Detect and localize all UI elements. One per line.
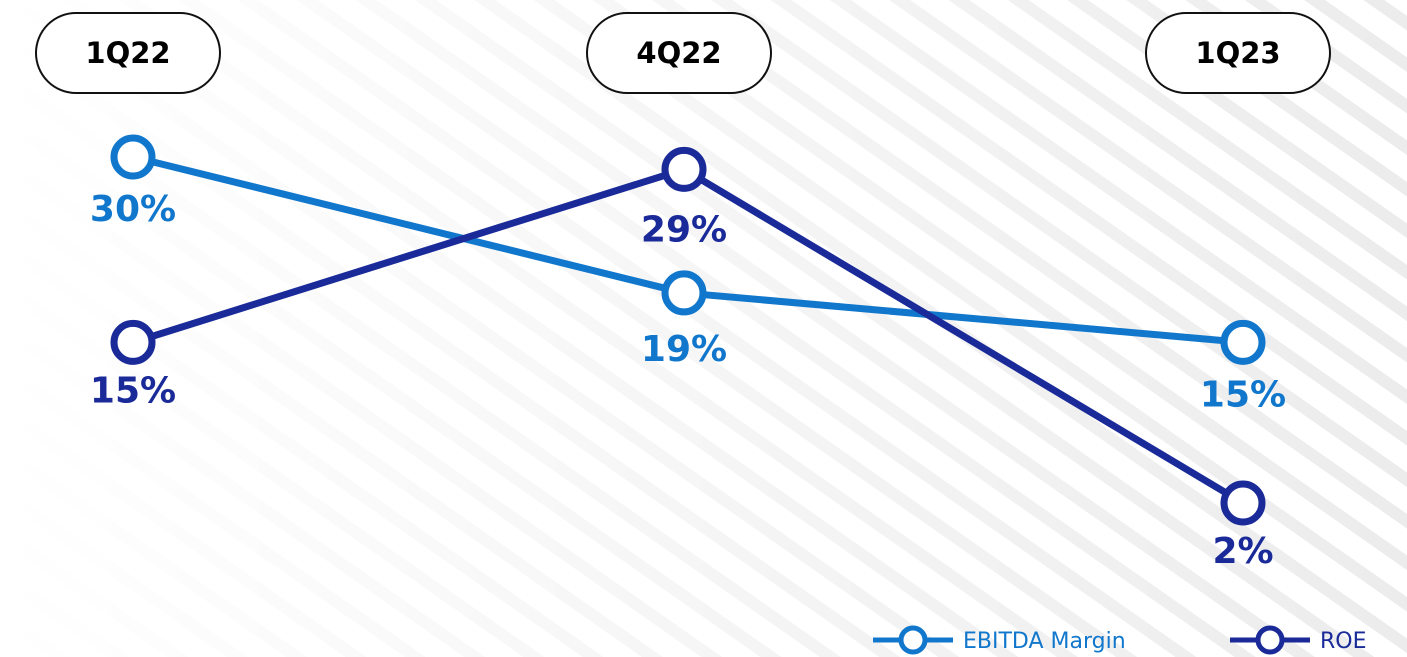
roe-value-label: 2%	[1212, 531, 1273, 572]
ebitda-margin-point-1q22	[110, 134, 156, 180]
ebitda-margin-value-label: 19%	[641, 329, 727, 370]
legend-item-ebitda-margin: EBITDA Margin	[873, 625, 1126, 655]
period-label: 1Q22	[85, 36, 170, 70]
roe-point-1q23	[1220, 480, 1266, 526]
ebitda-margin-value-label: 15%	[1200, 374, 1286, 415]
roe-point-4q22	[661, 146, 707, 192]
period-headers: 1Q22 4Q22 1Q23	[35, 12, 1331, 94]
legend-item-roe: ROE	[1230, 625, 1367, 655]
legend-marker-icon	[1255, 625, 1285, 655]
ebitda-margin-value-label: 30%	[90, 189, 176, 230]
legend: EBITDA Margin ROE	[873, 625, 1367, 655]
series-points	[110, 134, 1266, 526]
roe-point-1q22	[110, 319, 156, 365]
period-label: 1Q23	[1195, 36, 1280, 70]
period-label: 4Q22	[636, 36, 721, 70]
roe-value-label: 15%	[90, 370, 176, 411]
ebitda-margin-point-1q23	[1220, 319, 1266, 365]
value-labels: 30% 19% 15% 15% 29% 2%	[90, 189, 1286, 572]
legend-marker-icon	[898, 625, 928, 655]
period-pill-1q22: 1Q22	[35, 12, 221, 94]
period-pill-1q23: 1Q23	[1145, 12, 1331, 94]
roe-value-label: 29%	[641, 209, 727, 250]
ebitda-margin-point-4q22	[661, 270, 707, 316]
period-pill-4q22: 4Q22	[586, 12, 772, 94]
legend-label: EBITDA Margin	[963, 629, 1126, 654]
legend-label: ROE	[1320, 629, 1367, 654]
